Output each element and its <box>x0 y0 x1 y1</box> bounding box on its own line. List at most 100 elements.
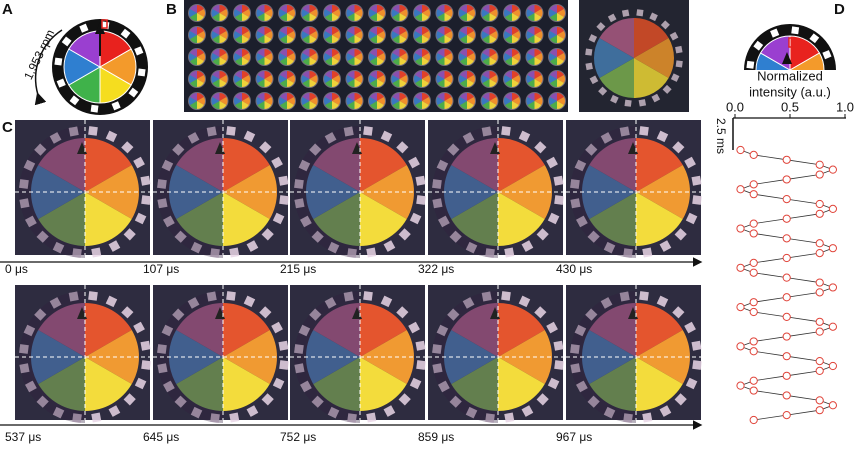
frame <box>566 285 702 423</box>
ring-window <box>753 40 764 51</box>
ring-window <box>172 308 185 321</box>
ring-window <box>801 102 810 111</box>
data-point <box>815 209 824 218</box>
data-point <box>749 190 758 199</box>
ring-window <box>570 198 581 209</box>
data-point <box>815 327 824 336</box>
ring-window <box>449 395 462 408</box>
wheel <box>294 291 426 423</box>
ring-window <box>621 9 630 17</box>
ring-window <box>343 126 354 137</box>
wheel-sector <box>85 192 132 246</box>
ring-window <box>481 291 492 302</box>
ring-window <box>570 363 581 374</box>
ring-window <box>49 297 62 309</box>
data-point <box>749 229 758 238</box>
ring-window <box>311 230 324 243</box>
wheel <box>294 126 426 258</box>
trace <box>739 149 835 421</box>
data-point <box>828 204 838 214</box>
wheel-sector <box>498 192 545 246</box>
wheel-sector <box>223 138 270 192</box>
ring-window <box>56 78 66 88</box>
time-label: 537 μs <box>5 430 41 444</box>
ring-window <box>311 395 324 408</box>
ring-window <box>91 247 102 258</box>
data-point <box>782 312 791 322</box>
ring-window <box>623 248 633 258</box>
ring-window <box>243 130 256 143</box>
wheel <box>744 24 836 111</box>
frame <box>290 120 426 258</box>
data-point <box>782 273 791 282</box>
ring-window <box>521 240 534 252</box>
ring-window <box>409 212 422 225</box>
ring-window <box>157 363 168 374</box>
ring-window <box>642 412 653 423</box>
wheel-sector <box>636 138 683 192</box>
ring-window <box>133 156 145 169</box>
ring-window <box>383 405 396 417</box>
ring-window <box>504 247 515 258</box>
ring-window <box>585 143 598 156</box>
data-point <box>815 406 824 415</box>
data-point <box>749 347 758 356</box>
ring-window <box>822 50 832 60</box>
ring-window <box>279 195 289 205</box>
ring-window <box>383 240 396 252</box>
ring-window <box>585 48 593 56</box>
data-point <box>815 288 824 297</box>
ring-window <box>134 212 147 225</box>
ring-window <box>49 132 62 144</box>
ring-window <box>19 179 29 189</box>
wheel-sector <box>634 38 674 78</box>
ring-window <box>347 248 357 258</box>
data-point <box>815 366 824 376</box>
ring-window <box>770 28 780 38</box>
data-point <box>828 401 838 410</box>
ring-window <box>554 195 564 205</box>
ring-window <box>675 60 683 68</box>
data-point <box>782 194 791 204</box>
ring-window <box>34 143 47 156</box>
wheel-ring <box>744 24 836 70</box>
ring-window <box>105 295 118 308</box>
wheel <box>432 126 564 258</box>
wheel-sector <box>38 192 85 246</box>
wheel-sector <box>636 165 691 219</box>
wheel-sector <box>788 52 825 70</box>
data-point <box>736 145 745 155</box>
data-point <box>815 278 824 287</box>
data-point <box>782 332 791 341</box>
frame <box>153 285 289 423</box>
ring-window <box>272 212 285 225</box>
ring-window <box>120 28 131 39</box>
data-point <box>736 185 745 194</box>
ring-window <box>246 240 259 252</box>
axis-title: Normalized <box>757 68 823 83</box>
ring-window <box>534 306 547 319</box>
ring-window <box>278 175 289 186</box>
ring-window <box>246 405 259 417</box>
ring-window <box>570 344 580 354</box>
ring-window <box>536 393 549 406</box>
data-point <box>749 258 758 268</box>
ring-window <box>587 395 600 408</box>
ring-window <box>651 93 661 103</box>
ring-window <box>432 179 442 189</box>
data-point <box>815 170 824 179</box>
ring-window <box>675 45 683 54</box>
wheel-sector <box>223 303 270 357</box>
ring-window <box>36 230 49 243</box>
ring-window <box>656 130 669 143</box>
ring-window <box>206 126 217 137</box>
ring-window <box>190 241 203 254</box>
ring-window <box>19 198 30 209</box>
wheel-sector <box>636 192 683 246</box>
ring-window <box>111 101 121 111</box>
wheel-sector <box>176 357 223 411</box>
ring-window <box>259 306 272 319</box>
ring-window <box>294 198 305 209</box>
data-point <box>782 293 791 302</box>
wheel-sector <box>451 192 498 247</box>
